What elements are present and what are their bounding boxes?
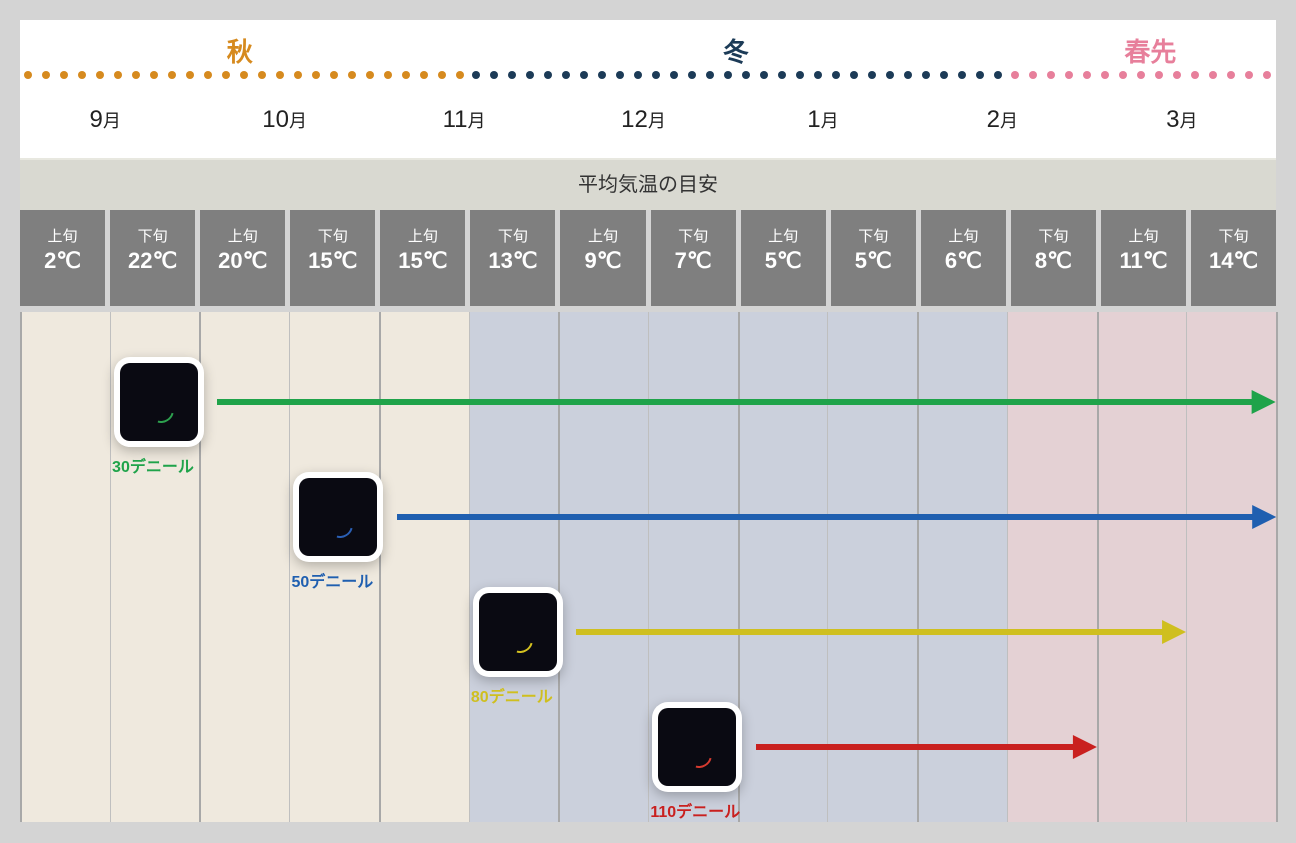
product-thumb [652, 702, 742, 792]
temp-period: 上旬 [921, 226, 1006, 247]
temp-value: 9℃ [560, 247, 645, 276]
temp-period: 下旬 [470, 226, 555, 247]
temp-cell: 上旬15℃ [380, 210, 465, 306]
month-row: 9月 10月 11月 12月 1月 2月 3月 [20, 106, 1276, 146]
temp-value: 8℃ [1011, 247, 1096, 276]
product-thumb [293, 472, 383, 562]
temp-cell: 下旬5℃ [831, 210, 916, 306]
temp-value: 2℃ [20, 247, 105, 276]
temp-cell: 上旬6℃ [921, 210, 1006, 306]
temp-value: 20℃ [200, 247, 285, 276]
temp-period: 下旬 [110, 226, 195, 247]
avg-temp-heading: 平均気温の目安 [20, 160, 1276, 210]
product-thumb-image [658, 708, 736, 786]
temp-cell: 上旬11℃ [1101, 210, 1186, 306]
temp-cell: 下旬22℃ [110, 210, 195, 306]
grid-line [20, 312, 22, 822]
month-label: 9月 [90, 106, 121, 134]
temp-period: 上旬 [380, 226, 465, 247]
season-dotline [468, 70, 1007, 80]
grid-line [1276, 312, 1278, 822]
temp-value: 5℃ [741, 247, 826, 276]
temp-cell: 下旬15℃ [290, 210, 375, 306]
temp-row: 上旬2℃下旬22℃上旬20℃下旬15℃上旬15℃下旬13℃上旬9℃下旬7℃上旬5… [20, 210, 1276, 306]
temp-value: 6℃ [921, 247, 1006, 276]
chart-frame: 秋冬春先 9月10月11月12月1月2月3月 平均気温の目安 上旬2℃下旬22℃… [20, 20, 1276, 823]
temp-value: 22℃ [110, 247, 195, 276]
product-thumb-image [299, 478, 377, 556]
season-dotline [20, 70, 468, 80]
header-band: 秋 冬 春先 9月 10月 11月 12月 1月 2月 3月 [20, 20, 1276, 160]
product-thumb-image [479, 593, 557, 671]
temp-period: 下旬 [1191, 226, 1276, 247]
timeline-body: 30デニール 50デニール 80デニール 110デニール [20, 312, 1276, 822]
temp-period: 下旬 [651, 226, 736, 247]
temp-value: 15℃ [380, 247, 465, 276]
temp-period: 下旬 [290, 226, 375, 247]
season-row: 秋 冬 春先 [20, 32, 1276, 66]
temp-cell: 下旬8℃ [1011, 210, 1096, 306]
temp-period: 下旬 [1011, 226, 1096, 247]
product-label: 110デニール [650, 798, 740, 822]
temp-period: 上旬 [200, 226, 285, 247]
month-label: 2月 [987, 106, 1018, 134]
product-thumb [114, 357, 204, 447]
temp-value: 5℃ [831, 247, 916, 276]
month-label: 11月 [443, 106, 486, 134]
season-label: 秋 [227, 32, 253, 69]
month-label: 12月 [621, 106, 666, 134]
month-label: 3月 [1166, 106, 1197, 134]
product-label: 50デニール [291, 568, 373, 592]
grid-subline [110, 312, 111, 822]
temp-cell: 下旬7℃ [651, 210, 736, 306]
month-label: 10月 [262, 106, 307, 134]
temp-value: 13℃ [470, 247, 555, 276]
season-dotline [1007, 70, 1276, 80]
product-label: 80デニール [471, 683, 553, 707]
temp-cell: 下旬13℃ [470, 210, 555, 306]
temp-period: 上旬 [741, 226, 826, 247]
temp-value: 14℃ [1191, 247, 1276, 276]
month-label: 1月 [807, 106, 838, 134]
temp-period: 上旬 [20, 226, 105, 247]
temp-cell: 上旬2℃ [20, 210, 105, 306]
temp-period: 上旬 [1101, 226, 1186, 247]
product-thumb-image [120, 363, 198, 441]
temp-period: 上旬 [560, 226, 645, 247]
temp-cell: 上旬9℃ [560, 210, 645, 306]
temp-value: 15℃ [290, 247, 375, 276]
temp-cell: 上旬5℃ [741, 210, 826, 306]
temp-value: 11℃ [1101, 247, 1186, 276]
temp-cell: 上旬20℃ [200, 210, 285, 306]
temp-cell: 下旬14℃ [1191, 210, 1276, 306]
temp-period: 下旬 [831, 226, 916, 247]
season-label: 春先 [1124, 32, 1176, 69]
temp-value: 7℃ [651, 247, 736, 276]
season-label: 冬 [723, 32, 749, 69]
product-label: 30デニール [112, 453, 194, 477]
product-thumb [473, 587, 563, 677]
